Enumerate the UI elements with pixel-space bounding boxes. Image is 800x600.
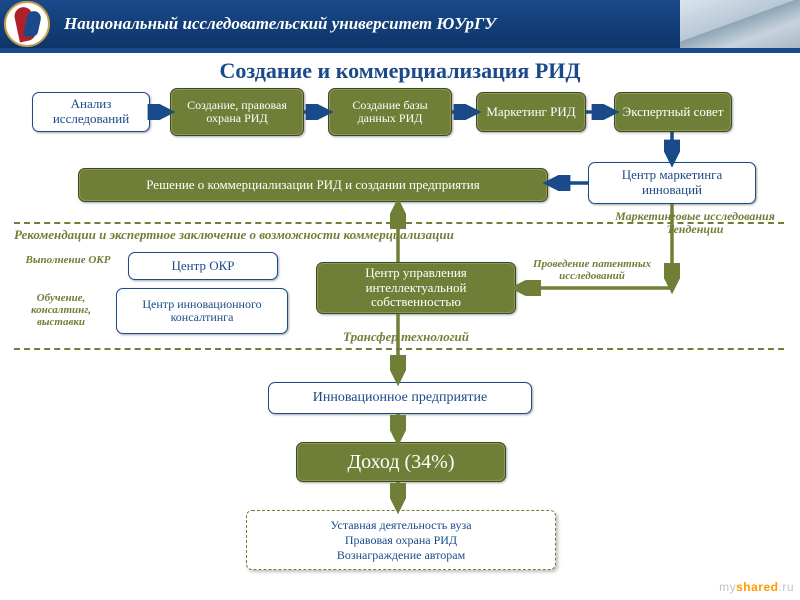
- node-charter: Уставная деятельность вузаПравовая охран…: [246, 510, 556, 570]
- header-underline: [0, 48, 800, 53]
- label-rec: Рекомендации и экспертное заключение о в…: [14, 228, 574, 242]
- university-logo: [4, 1, 50, 47]
- node-analysis: Анализ исследований: [32, 92, 150, 132]
- charter-line: Вознаграждение авторам: [337, 548, 465, 563]
- node-enterprise: Инновационное предприятие: [268, 382, 532, 414]
- header-bar: Национальный исследовательский университ…: [0, 0, 800, 48]
- charter-line: Правовая охрана РИД: [345, 533, 457, 548]
- node-database: Создание базы данных РИД: [328, 88, 452, 136]
- node-marketing: Маркетинг РИД: [476, 92, 586, 132]
- node-decision: Решение о коммерциализации РИД и создани…: [78, 168, 548, 202]
- header-photo: [680, 0, 800, 48]
- charter-line: Уставная деятельность вуза: [330, 518, 471, 533]
- label-trends: Маркетинговые исследования Тенденции: [610, 210, 780, 236]
- label-consult: Обучение, консалтинг, выставки: [6, 292, 116, 328]
- node-ip: Центр управления интеллектуальной собств…: [316, 262, 516, 314]
- header-title: Национальный исследовательский университ…: [64, 14, 496, 34]
- arrow-ip-enterprise: [390, 306, 406, 388]
- separator-1: [14, 348, 784, 350]
- page-title: Создание и коммерциализация РИД: [0, 58, 800, 84]
- node-innov: Центр инновационного консалтинга: [116, 288, 288, 334]
- node-creation: Создание, правовая охрана РИД: [170, 88, 304, 136]
- node-expert: Экспертный совет: [614, 92, 732, 132]
- node-income: Доход (34%): [296, 442, 506, 482]
- label-okr_lbl: Выполнение ОКР: [18, 254, 118, 266]
- watermark: myshared.ru: [719, 580, 794, 594]
- label-transfer: Трансфер технологий: [306, 330, 506, 344]
- label-patent: Проведение патентных исследований: [530, 258, 654, 282]
- arrow-patent-ip-right: [508, 280, 680, 296]
- node-okr: Центр ОКР: [128, 252, 278, 280]
- node-mkt_center: Центр маркетинга инноваций: [588, 162, 756, 204]
